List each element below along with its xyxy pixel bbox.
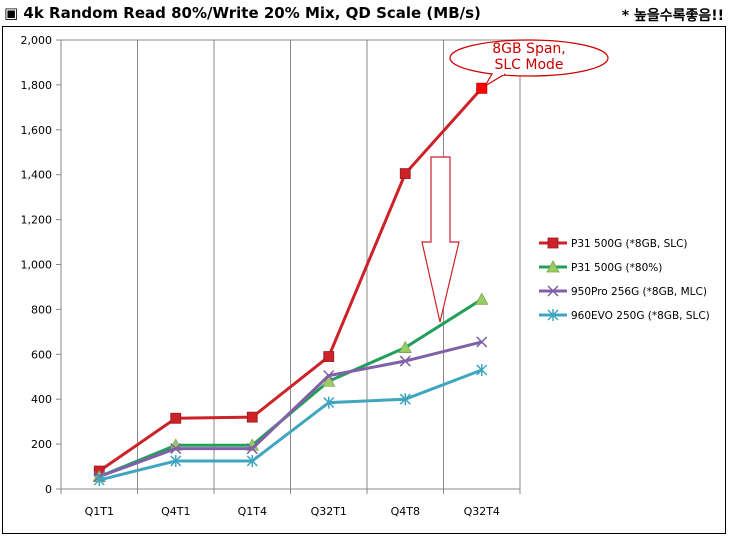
legend-label: P31 500G (*80%) — [571, 262, 662, 274]
series-line-4 — [98, 368, 483, 482]
data-point — [322, 374, 336, 387]
annotation-text: SLC Mode — [494, 57, 563, 73]
data-point — [476, 364, 488, 377]
legend-marker — [546, 260, 560, 273]
data-point — [246, 443, 258, 455]
y-tick-label: 800 — [31, 303, 52, 316]
annotation-pointer — [484, 73, 506, 87]
chart-note: * 높을수록좋음!! — [621, 8, 724, 24]
legend-marker — [547, 237, 559, 249]
data-point — [170, 454, 182, 467]
x-tick-label: Q32T4 — [464, 505, 500, 518]
x-tick-label: Q4T8 — [391, 505, 420, 518]
legend-label: 950Pro 256G (*8GB, MLC) — [571, 286, 707, 298]
y-tick-label: 1,400 — [21, 169, 53, 182]
y-tick-label: 400 — [31, 393, 52, 406]
data-point — [93, 474, 105, 487]
data-point — [246, 454, 258, 467]
y-tick-label: 0 — [45, 483, 52, 496]
x-tick-label: Q4T1 — [161, 505, 190, 518]
series-line-1 — [98, 87, 483, 473]
data-point — [399, 355, 411, 367]
data-point — [398, 340, 412, 353]
down-arrow — [421, 156, 460, 323]
annotation-pointer-mask — [493, 72, 504, 75]
y-tick-label: 200 — [31, 438, 52, 451]
chart-frame — [2, 26, 726, 534]
data-point — [475, 292, 489, 305]
highlight-point — [476, 82, 488, 94]
x-tick-label: Q1T4 — [238, 505, 267, 518]
y-tick-label: 1,200 — [21, 214, 53, 227]
legend-label: 960EVO 250G (*8GB, SLC) — [571, 310, 710, 322]
data-point — [170, 443, 182, 455]
chart-title: ▣ 4k Random Read 80%/Write 20% Mix, QD S… — [4, 4, 481, 22]
data-point — [323, 351, 335, 362]
y-tick-label: 600 — [31, 348, 52, 361]
data-point — [399, 393, 411, 406]
annotation-text: 8GB Span, — [492, 41, 566, 57]
legend-marker — [547, 309, 559, 321]
legend-label: P31 500G (*8GB, SLC) — [571, 238, 688, 250]
chart-header: ▣ 4k Random Read 80%/Write 20% Mix, QD S… — [0, 0, 730, 28]
y-tick-label: 1,600 — [21, 124, 53, 137]
data-point — [399, 168, 411, 179]
legend-marker — [547, 285, 559, 297]
x-tick-label: Q32T1 — [311, 505, 347, 518]
y-tick-label: 1,800 — [21, 79, 53, 92]
data-point — [323, 370, 335, 382]
data-point — [170, 412, 182, 424]
series-line-3 — [98, 340, 483, 479]
y-tick-label: 1,000 — [21, 259, 53, 272]
data-point — [246, 411, 258, 423]
data-point — [323, 396, 335, 409]
x-tick-label: Q1T1 — [85, 505, 114, 518]
annotation-ellipse — [449, 39, 609, 77]
y-tick-label: 2,000 — [21, 34, 53, 47]
data-point — [476, 336, 488, 348]
